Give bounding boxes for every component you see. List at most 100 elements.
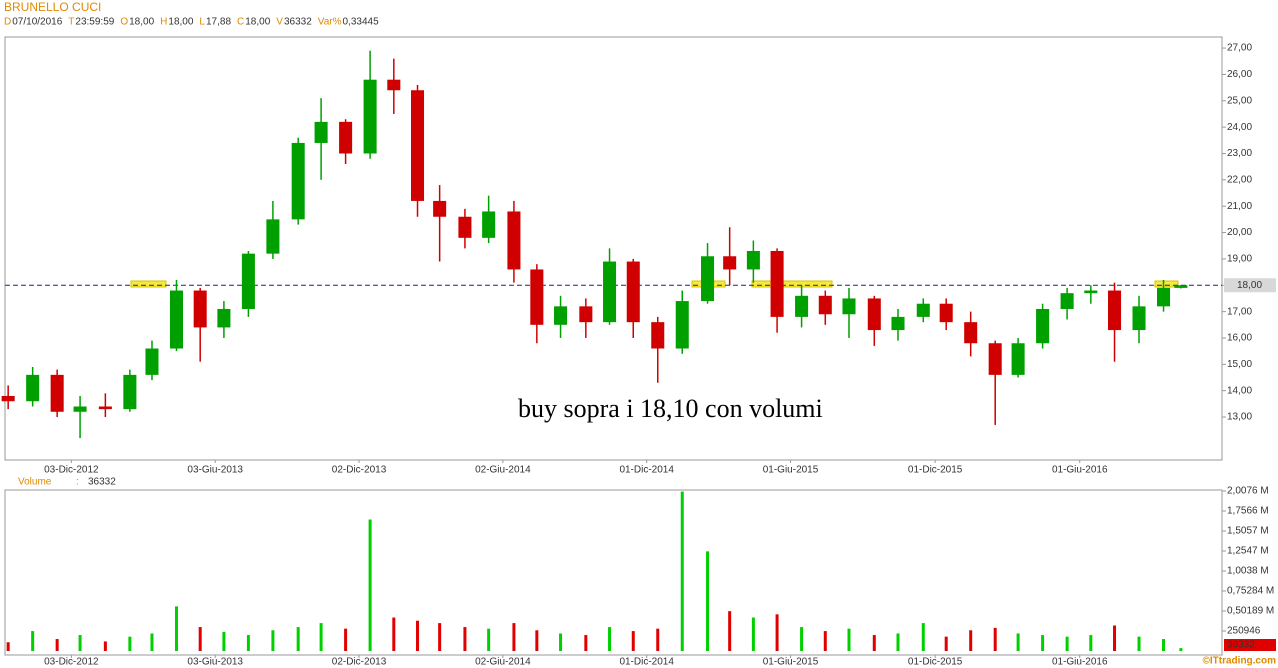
candle-body — [651, 322, 665, 349]
info-value: 18,00 — [168, 17, 193, 28]
candle-body — [387, 79, 401, 91]
candle-body — [145, 348, 159, 375]
candle-body — [26, 374, 40, 402]
info-value: 07/10/2016 — [12, 17, 62, 28]
info-key: H — [160, 17, 167, 28]
candle-body — [603, 261, 617, 323]
y-tick-label: 17,00 — [1227, 306, 1252, 317]
highlight — [1154, 280, 1179, 288]
volume-bar — [128, 636, 132, 651]
y-tick-label: 26,00 — [1227, 69, 1252, 80]
volume-bar — [174, 606, 178, 651]
y-tick-label: 19,00 — [1227, 254, 1252, 265]
x-tick-label: 01-Dic-2015 — [908, 465, 963, 476]
candle-body — [554, 306, 568, 325]
y-tick-label: 13,00 — [1227, 412, 1252, 423]
info-value: 0,33445 — [342, 17, 379, 28]
y-tick-label: 1,0038 M — [1227, 566, 1269, 577]
volume-bar — [78, 635, 82, 652]
candle-body — [266, 219, 280, 254]
info-key: V — [276, 17, 283, 28]
y-tick-label: 23,00 — [1227, 148, 1252, 159]
candle-body — [795, 295, 809, 317]
candle-body — [507, 211, 521, 270]
volume-bar — [246, 635, 250, 652]
volume-bar — [1113, 625, 1117, 651]
x-tick-label: 01-Giu-2015 — [763, 657, 819, 668]
volume-bar — [296, 627, 300, 652]
x-tick-label: 01-Dic-2015 — [908, 657, 963, 668]
volume-bar — [1041, 635, 1045, 652]
volume-bar — [438, 623, 442, 651]
volume-bar — [608, 627, 612, 652]
candle-body — [73, 406, 87, 412]
volume-bar — [559, 633, 563, 651]
price-panel — [4, 36, 1223, 461]
volume-bar — [198, 627, 202, 652]
volume-bar — [463, 627, 467, 652]
candle-body — [842, 298, 856, 315]
candle-body — [363, 79, 377, 154]
quote-info: D 07/10/2016 T 23:59:59 O 18,00 H 18,00 L 17,88 C 1… — [4, 17, 379, 28]
y-tick-label: 2,0076 M — [1227, 486, 1269, 497]
y-tick-label: 0,75284 M — [1227, 586, 1274, 597]
y-tick-label: 27,00 — [1227, 43, 1252, 54]
info-value: 17,88 — [206, 17, 231, 28]
y-tick-label: 22,00 — [1227, 174, 1252, 185]
volume-bar — [1162, 639, 1166, 651]
volume-panel — [4, 489, 1223, 656]
volume-bar — [823, 631, 827, 652]
candle-body — [939, 303, 953, 323]
candle-body — [123, 374, 137, 410]
highlight — [751, 280, 833, 288]
x-tick-label: 03-Giu-2013 — [187, 465, 243, 476]
volume-value: 36332 — [88, 477, 116, 488]
volume-bar — [6, 642, 10, 652]
volume-bar — [921, 623, 925, 651]
x-tick-label: 03-Dic-2012 — [44, 657, 99, 668]
y-tick-label: 16,00 — [1227, 333, 1252, 344]
candle-body — [701, 256, 715, 302]
volume-bar — [368, 519, 372, 652]
y-tick-label: 15,00 — [1227, 359, 1252, 370]
volume-bar — [487, 628, 491, 651]
y-tick-label: 1,5057 M — [1227, 526, 1269, 537]
x-tick-label: 01-Dic-2014 — [619, 657, 674, 668]
volume-bar — [319, 623, 323, 651]
candle-body — [626, 261, 640, 323]
info-value: 36332 — [284, 17, 312, 28]
volume-bar — [1065, 636, 1069, 651]
candle-body — [217, 308, 231, 328]
annotation: buy sopra i 18,10 con volumi — [518, 394, 823, 423]
candle-body — [964, 322, 978, 344]
candle-body — [530, 269, 544, 325]
y-tick-label: 25,00 — [1227, 95, 1252, 106]
volume-bar — [680, 491, 684, 651]
info-key: Var% — [318, 17, 342, 28]
x-tick-label: 01-Giu-2016 — [1052, 465, 1108, 476]
candle-body — [1, 395, 15, 402]
candle-body — [1084, 290, 1098, 294]
volume-bar — [1089, 635, 1093, 652]
volume-bar — [535, 630, 539, 651]
volume-bar — [31, 631, 35, 652]
candle-body — [675, 301, 689, 349]
volume-label: Volume — [18, 477, 52, 488]
x-tick-label: 03-Giu-2013 — [187, 657, 243, 668]
x-tick-label: 02-Giu-2014 — [475, 657, 531, 668]
candle-body — [339, 121, 353, 154]
candle-body — [1108, 290, 1122, 331]
volume-bar — [944, 636, 948, 651]
candle-body — [482, 211, 496, 238]
volume-bar — [800, 627, 804, 652]
volume-bar — [416, 620, 420, 651]
volume-bar — [969, 630, 973, 651]
volume-bar — [512, 623, 516, 651]
volume-bar — [656, 628, 660, 651]
y-tick-label: 24,00 — [1227, 122, 1252, 133]
volume-bar — [872, 635, 876, 652]
volume-bar — [222, 631, 226, 651]
volume-bar — [1137, 636, 1141, 651]
volume-bar — [150, 633, 154, 651]
